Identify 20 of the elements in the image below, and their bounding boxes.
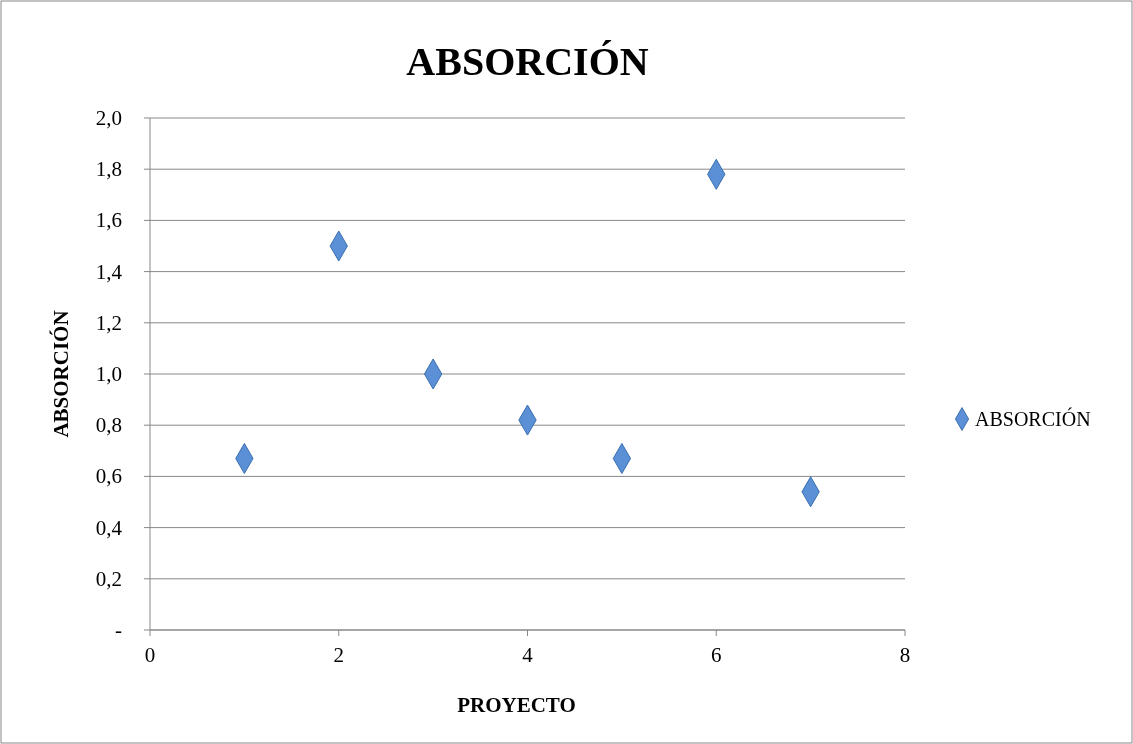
x-tick-label: 6 <box>711 643 722 667</box>
y-tick-label: 0,2 <box>95 566 122 591</box>
y-tick-label: 0,8 <box>95 413 122 438</box>
x-tick-label: 0 <box>144 643 156 667</box>
y-tick-label: - <box>115 618 122 642</box>
legend-label: ABSORCIÓN <box>975 407 1091 430</box>
y-tick-label: 1,0 <box>95 362 122 386</box>
x-tick-label: 4 <box>522 643 534 667</box>
chart-title: ABSORCIÓN <box>406 39 649 84</box>
x-axis-title: PROYECTO <box>457 693 576 717</box>
y-tick-label: 1,4 <box>95 259 123 284</box>
y-tick-label: 1,6 <box>95 208 122 233</box>
y-axis-title: ABSORCIÓN <box>49 310 73 438</box>
y-tick-label: 0,6 <box>95 464 122 489</box>
x-tick-label: 8 <box>899 643 911 667</box>
y-tick-label: 1,2 <box>95 310 122 335</box>
y-tick-label: 1,8 <box>95 157 122 182</box>
y-tick-label: 2,0 <box>95 106 122 130</box>
x-tick-label: 2 <box>333 643 344 667</box>
y-tick-label: 0,4 <box>95 515 123 540</box>
